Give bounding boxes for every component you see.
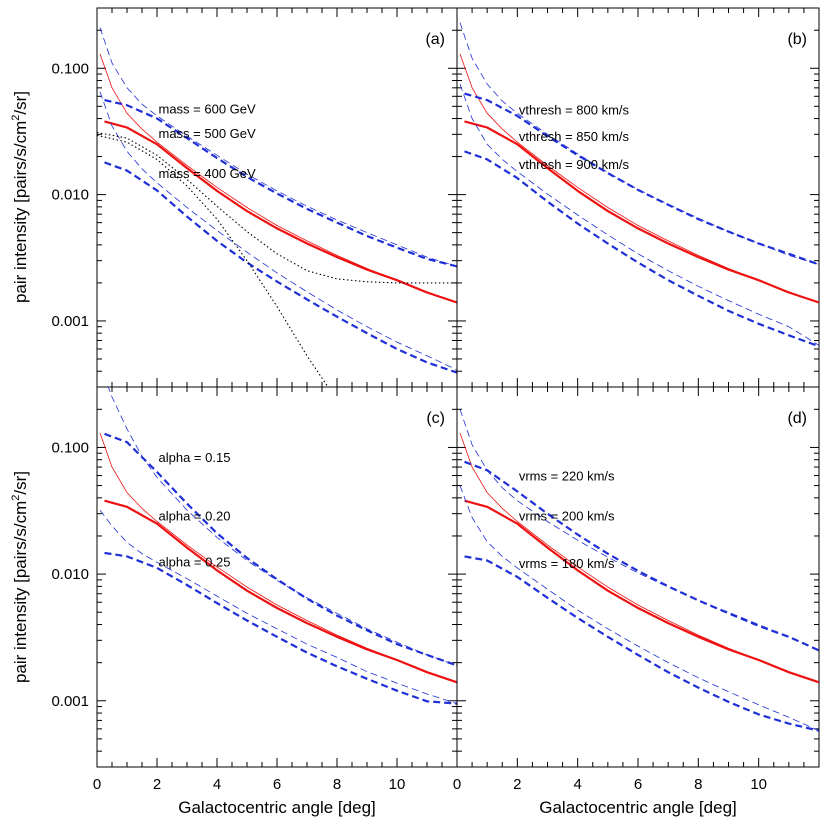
series-line-0 [464, 120, 819, 304]
x-tick-label: 4 [573, 776, 581, 793]
series-line-0 [104, 499, 457, 684]
y-axis-title-bottom-main: pair intensity [pairs/s/cm [11, 501, 30, 683]
panel-label: (a) [425, 31, 445, 48]
panel-0: mass = 600 GeV mass = 500 GeV mass = 400 G… [51, 7, 458, 388]
annotation-0: mass = 600 GeV [159, 101, 257, 116]
x-tick-label: 2 [513, 776, 521, 793]
series-line-4 [464, 555, 819, 732]
series-line-3 [99, 27, 457, 267]
x-tick-label: 0 [453, 776, 461, 793]
series-line-4 [104, 551, 457, 705]
panel-label: (d) [787, 410, 807, 427]
x-tick-label: 0 [93, 776, 101, 793]
series-line-1 [459, 53, 819, 303]
series-line-4 [464, 150, 819, 348]
y-tick-label: 0.100 [51, 439, 89, 456]
annotation-2: mass = 400 GeV [159, 166, 257, 181]
series-line-2 [104, 99, 457, 268]
series-line-1 [99, 53, 457, 303]
x-axis-title-left: Galactocentric angle [deg] [178, 798, 376, 817]
series-line-4 [104, 161, 457, 374]
panel-frame [456, 7, 820, 388]
panel-frame [96, 7, 458, 388]
annotation-2: vthresh = 900 km/s [519, 157, 630, 172]
series-line-1 [99, 432, 457, 683]
series-line-2 [464, 460, 819, 652]
annotation-1: vthresh = 850 km/s [519, 129, 630, 144]
annotation-0: vthresh = 800 km/s [519, 103, 630, 118]
series-line-5 [459, 485, 819, 732]
panel-3: vrms = 220 km/s vrms = 200 km/s vrms = 180… [453, 386, 820, 793]
y-axis-title-top: pair intensity [pairs/s/cm2/sr] [10, 91, 30, 303]
panel-frame [96, 386, 458, 768]
x-tick-label: 4 [213, 776, 221, 793]
x-tick-label: 8 [333, 776, 341, 793]
x-tick-label: 8 [694, 776, 702, 793]
x-axis-title-right: Galactocentric angle [deg] [539, 798, 737, 817]
series-line-3 [107, 387, 457, 666]
x-tick-label: 2 [153, 776, 161, 793]
y-axis-title-bottom: pair intensity [pairs/s/cm2/sr] [10, 471, 30, 683]
panel-1: vthresh = 800 km/s vthresh = 850 km/s vthr… [456, 7, 820, 388]
y-axis-title-bottom-sup: 2 [10, 495, 22, 501]
annotation-1: vrms = 200 km/s [519, 508, 615, 523]
panel-label: (b) [787, 31, 807, 48]
annotation-0: alpha = 0.15 [159, 450, 231, 465]
panel-frame [456, 386, 820, 768]
series-line-5 [99, 91, 457, 371]
series-line-0 [464, 499, 819, 684]
series-line-2 [104, 432, 457, 667]
series-line-1 [459, 432, 819, 683]
y-tick-label: 0.001 [51, 313, 89, 330]
y-tick-label: 0.010 [51, 566, 89, 583]
y-axis-title-top-tail: /sr] [11, 91, 30, 115]
series-line-0 [104, 120, 457, 304]
y-tick-label: 0.010 [51, 187, 89, 204]
y-tick-label: 0.100 [51, 60, 89, 77]
y-axis-title-top-main: pair intensity [pairs/s/cm [11, 121, 30, 303]
annotation-2: vrms = 180 km/s [519, 556, 615, 571]
x-tick-label: 6 [273, 776, 281, 793]
annotation-1: alpha = 0.20 [159, 508, 231, 523]
x-tick-label: 10 [750, 776, 767, 793]
series-line-5 [99, 509, 457, 704]
series-line-6 [97, 131, 457, 284]
y-axis-title-bottom-tail: /sr] [11, 471, 30, 495]
x-tick-label: 6 [634, 776, 642, 793]
annotation-0: vrms = 220 km/s [519, 468, 615, 483]
annotation-1: mass = 500 GeV [159, 126, 257, 141]
y-tick-label: 0.001 [51, 693, 89, 710]
series-line-5 [459, 83, 819, 346]
series-line-2 [464, 92, 819, 266]
annotation-2: alpha = 0.25 [159, 554, 231, 569]
panel-label: (c) [426, 410, 445, 427]
panel-2: alpha = 0.15 alpha = 0.20 alpha = 0.25 (c) 0… [51, 386, 458, 793]
x-tick-label: 10 [389, 776, 406, 793]
panels: mass = 600 GeV mass = 500 GeV mass = 400 G… [51, 7, 820, 793]
series-line-3 [459, 409, 819, 651]
y-axis-title-top-sup: 2 [10, 115, 22, 121]
